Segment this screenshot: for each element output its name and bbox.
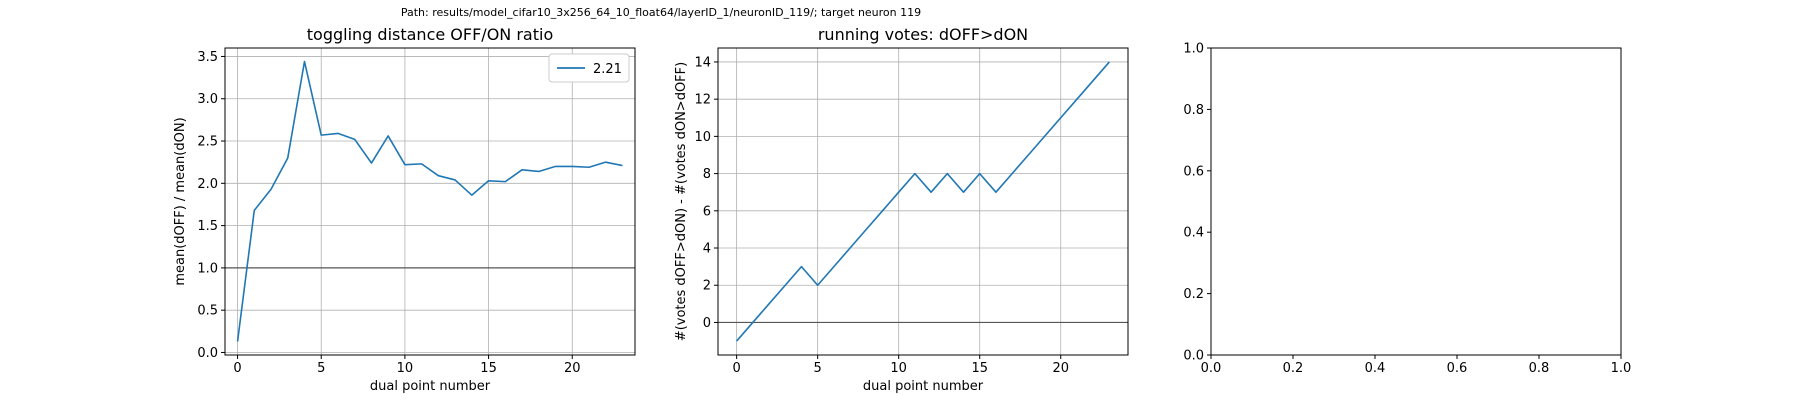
y-tick-label: 1.0 xyxy=(197,261,218,276)
chart-title: toggling distance OFF/ON ratio xyxy=(307,25,553,44)
legend-label: 2.21 xyxy=(593,62,622,77)
x-tick-label: 0 xyxy=(233,361,241,376)
legend: 2.21 xyxy=(548,53,630,83)
x-axis-label: dual point number xyxy=(370,379,491,394)
y-tick-label: 0.5 xyxy=(197,304,218,319)
y-tick-label: 14 xyxy=(694,55,711,70)
x-tick-label: 10 xyxy=(397,361,414,376)
y-tick-label: 2 xyxy=(703,279,711,294)
figure-suptitle: Path: results/model_cifar10_3x256_64_10_… xyxy=(401,6,921,19)
x-tick-label: 1.0 xyxy=(1611,361,1632,376)
y-tick-label: 0.2 xyxy=(1183,287,1204,302)
y-tick-label: 12 xyxy=(694,93,711,108)
y-tick-label: 4 xyxy=(703,242,711,257)
y-tick-label: 0.8 xyxy=(1183,103,1204,118)
y-tick-label: 3.0 xyxy=(197,92,218,107)
axes-frame xyxy=(717,47,1129,356)
x-tick-label: 15 xyxy=(480,361,497,376)
x-tick-label: 0 xyxy=(732,361,740,376)
x-tick-label: 20 xyxy=(1052,361,1069,376)
y-tick-label: 1.5 xyxy=(197,219,218,234)
legend-box xyxy=(548,53,630,83)
y-tick-label: 1.0 xyxy=(1183,42,1204,57)
series-line-1 xyxy=(236,60,623,342)
y-tick-label: 0.0 xyxy=(197,346,218,361)
y-tick-label: 0.4 xyxy=(1183,226,1204,241)
y-tick-label: 0 xyxy=(703,316,711,331)
x-tick-label: 20 xyxy=(564,361,581,376)
y-axis-label: mean(dOFF) / mean(dON) xyxy=(173,117,188,285)
series-line-1 xyxy=(736,61,1110,342)
y-tick-label: 0.6 xyxy=(1183,164,1204,179)
x-tick-label: 0.2 xyxy=(1283,361,1304,376)
x-tick-label: 5 xyxy=(814,361,822,376)
x-tick-label: 0.4 xyxy=(1365,361,1386,376)
chart-title: running votes: dOFF>dON xyxy=(818,25,1028,44)
x-tick-label: 5 xyxy=(317,361,325,376)
chart-3: 0.0 0.2 0.4 0.6 0.8 1.0 0.0 0.2 0.4 0.6 0.8 1.0 xyxy=(1183,42,1631,377)
y-tick-label: 6 xyxy=(703,204,711,219)
y-tick-label: 2.5 xyxy=(197,135,218,150)
y-tick-label: 0.0 xyxy=(1183,349,1204,364)
y-axis-label: #(votes dOFF>dON) - #(votes dON>dOFF) xyxy=(674,62,689,341)
chart-2: 0 5 10 15 20 0 2 4 6 8 10 12 14 running votes: dOFF>d… xyxy=(674,25,1129,394)
y-tick-label: 3.5 xyxy=(197,50,218,65)
y-tick-label: 8 xyxy=(703,167,711,182)
axes-frame xyxy=(224,47,636,356)
y-tick-label: 2.0 xyxy=(197,177,218,192)
x-tick-label: 10 xyxy=(890,361,907,376)
x-tick-label: 0.0 xyxy=(1201,361,1222,376)
x-tick-label: 0.8 xyxy=(1529,361,1550,376)
chart-1: 0 5 10 15 20 0.0 0.5 1.0 1.5 2.0 2.5 3.0 3.5 toggling… xyxy=(173,25,636,394)
x-axis-label: dual point number xyxy=(863,379,984,394)
axes-frame xyxy=(1210,47,1622,356)
x-tick-label: 15 xyxy=(971,361,988,376)
y-tick-label: 10 xyxy=(694,130,711,145)
x-tick-label: 0.6 xyxy=(1447,361,1468,376)
